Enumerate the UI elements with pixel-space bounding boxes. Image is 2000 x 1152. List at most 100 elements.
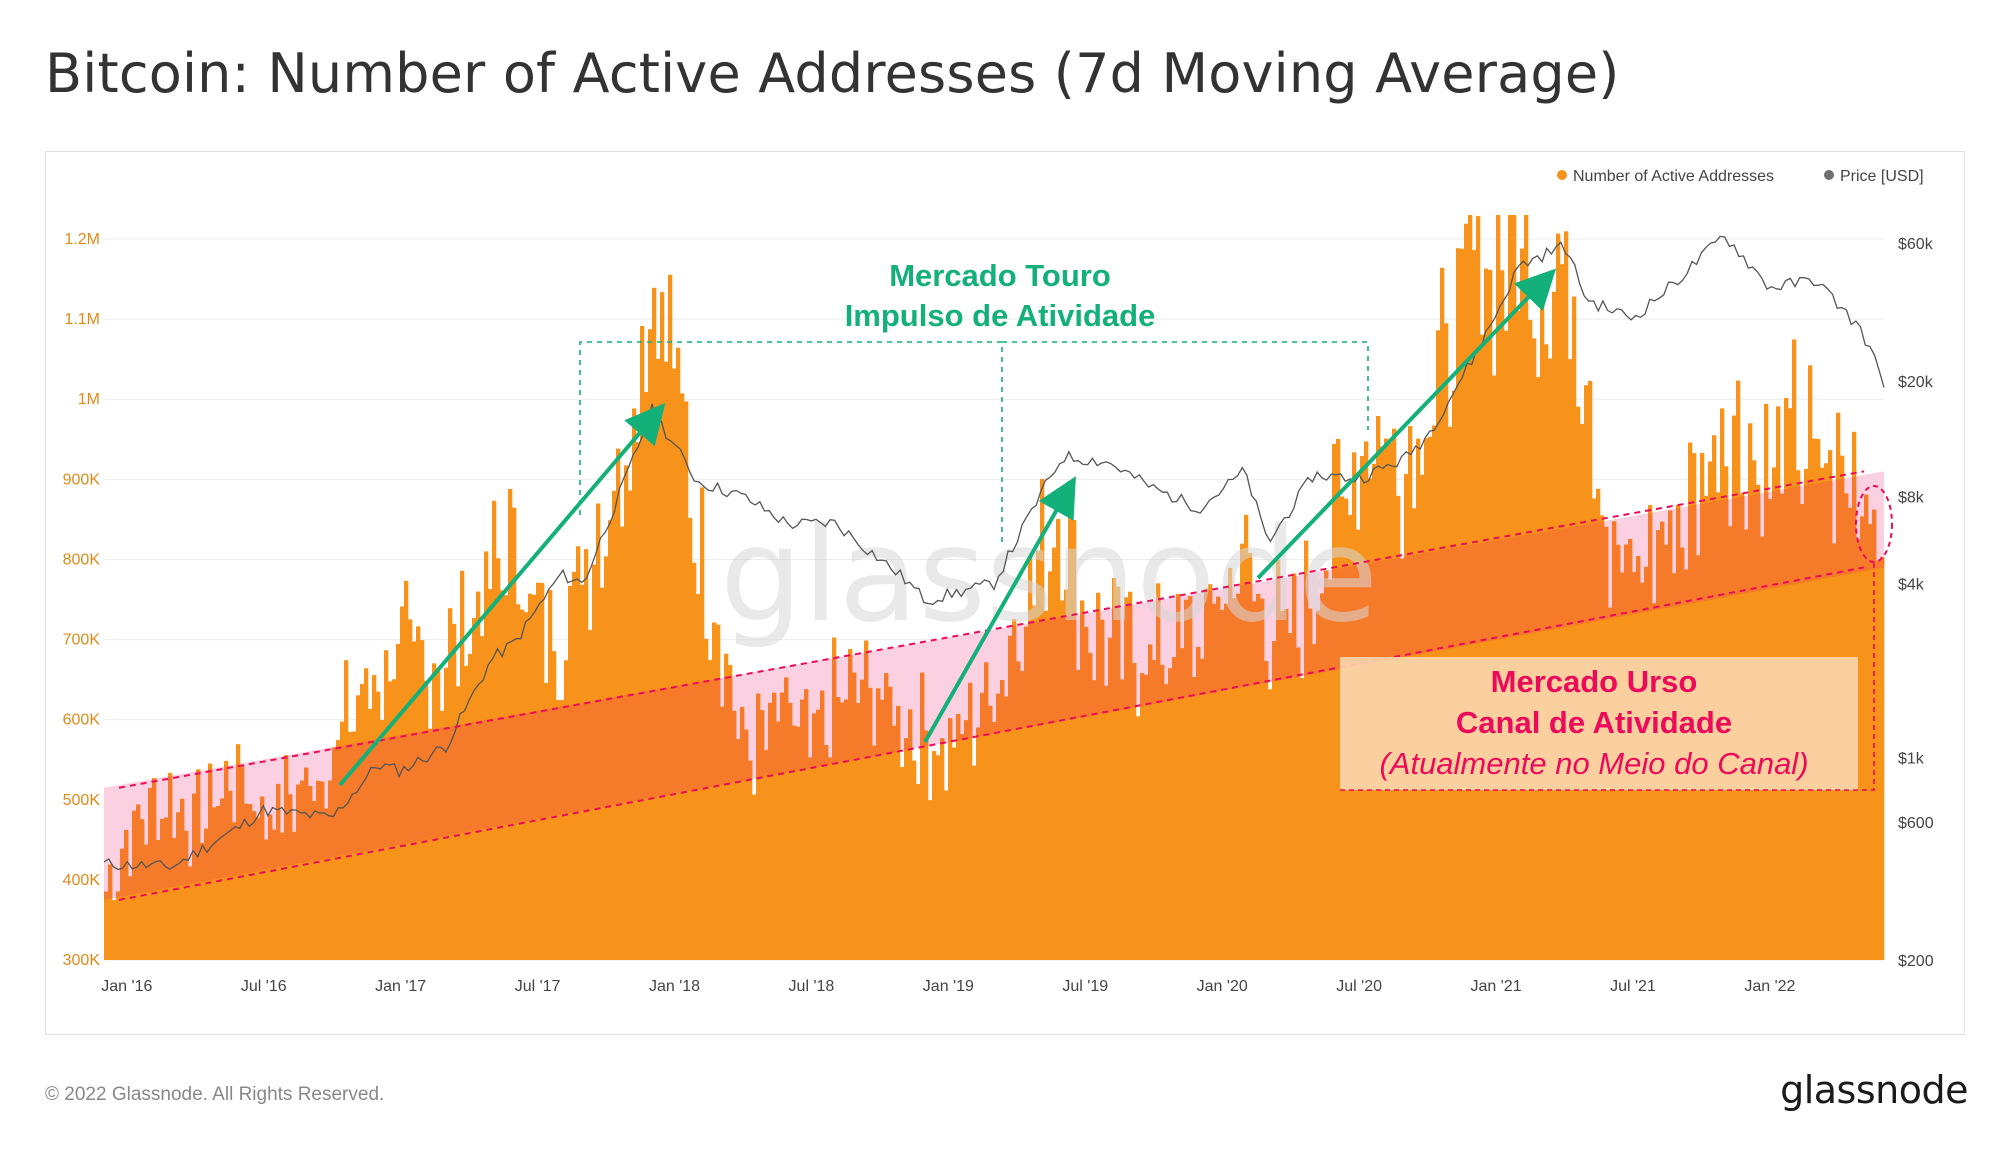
activity-bar-channel-segment (1068, 616, 1073, 720)
activity-bar-channel-segment (1836, 479, 1841, 577)
activity-bar (172, 838, 177, 960)
activity-bar (1320, 593, 1325, 960)
activity-bar (824, 745, 829, 960)
activity-bar-channel-segment (324, 808, 329, 859)
activity-bar-channel-segment (204, 828, 209, 881)
activity-bar-channel-segment (504, 716, 509, 825)
activity-bar-channel-segment (1368, 562, 1373, 664)
bull-title-line-2: Impulso de Atividade (845, 298, 1156, 333)
left-axis-tick-label: 600K (63, 712, 101, 729)
activity-bar-channel-segment (1412, 554, 1417, 656)
activity-bar (1284, 609, 1289, 960)
activity-bar-channel-segment (1244, 584, 1249, 687)
right-axis-tick-label: $200 (1898, 953, 1934, 970)
activity-bar-channel-segment (572, 704, 577, 813)
activity-bar (784, 677, 789, 960)
activity-bar-channel-segment (808, 757, 813, 769)
chart-title: Bitcoin: Number of Active Addresses (7d … (45, 42, 1620, 105)
activity-bar-channel-segment (1604, 526, 1609, 620)
activity-bar (804, 689, 809, 960)
activity-bar (1136, 716, 1141, 960)
activity-bar-channel-segment (1420, 553, 1425, 654)
activity-bar-channel-segment (136, 804, 141, 894)
left-axis-tick-label: 1M (78, 391, 100, 408)
activity-bar-channel-segment (236, 763, 241, 875)
activity-bar (300, 780, 305, 960)
activity-bar (1504, 330, 1509, 960)
activity-bar-channel-segment (532, 711, 537, 820)
activity-bar (1308, 608, 1313, 960)
activity-bar-channel-segment (444, 726, 449, 837)
activity-bar (1144, 674, 1149, 960)
activity-bar (1224, 603, 1229, 960)
left-axis: 300K 400K 500K 600K 700K 800K 900K 1M 1.1M 1.2M (63, 231, 101, 969)
activity-bar (1232, 598, 1237, 960)
activity-bar-channel-segment (896, 705, 901, 752)
activity-bar-channel-segment (1544, 531, 1549, 631)
activity-bar-channel-segment (1772, 490, 1777, 589)
activity-bar-channel-segment (216, 806, 221, 879)
activity-bar (876, 688, 881, 960)
activity-bar (996, 693, 1001, 960)
activity-bar-channel-segment (1608, 607, 1613, 619)
x-axis-tick-label: Jul '19 (1062, 978, 1108, 995)
activity-bar-channel-segment (1400, 558, 1405, 658)
activity-bar-channel-segment (1272, 641, 1277, 682)
activity-bar-channel-segment (1172, 657, 1177, 701)
activity-bar-channel-segment (1396, 557, 1401, 659)
activity-bar (1252, 601, 1257, 960)
activity-bar-channel-segment (340, 745, 345, 856)
activity-bar (1056, 518, 1061, 960)
activity-bar-channel-segment (1828, 480, 1833, 578)
activity-bar (288, 794, 293, 960)
activity-bar-channel-segment (288, 794, 293, 866)
activity-bar-channel-segment (1132, 663, 1137, 708)
activity-bar-channel-segment (844, 699, 849, 762)
activity-bar (1276, 560, 1281, 960)
left-axis-tick-label: 900K (63, 471, 101, 488)
activity-bar-channel-segment (720, 706, 725, 785)
activity-bar-channel-segment (964, 720, 969, 739)
activity-bar-channel-segment (536, 710, 541, 819)
activity-bar-channel-segment (772, 692, 777, 775)
activity-bar-channel-segment (372, 739, 377, 850)
activity-bar-channel-segment (1252, 601, 1257, 686)
activity-bar-channel-segment (272, 829, 277, 869)
bull-box-2019 (1002, 341, 1369, 430)
activity-bar (1032, 605, 1037, 960)
activity-bar-channel-segment (1020, 670, 1025, 729)
activity-bar-channel-segment (1732, 498, 1737, 596)
activity-bar (1220, 609, 1225, 960)
activity-bar (1200, 658, 1205, 960)
activity-bar (252, 811, 257, 960)
left-axis-tick-label: 400K (63, 872, 101, 889)
activity-bar-channel-segment (580, 702, 585, 811)
activity-bar-channel-segment (1240, 585, 1245, 688)
activity-bar-channel-segment (228, 790, 233, 877)
activity-bar-channel-segment (1064, 616, 1069, 721)
activity-bar (1164, 684, 1169, 960)
activity-bar-channel-segment (184, 830, 189, 885)
activity-bar-channel-segment (696, 682, 701, 789)
activity-bar-channel-segment (420, 731, 425, 841)
activity-bar (928, 800, 933, 960)
activity-bar-channel-segment (1556, 529, 1561, 629)
activity-bar-channel-segment (1708, 502, 1713, 600)
activity-bar-channel-segment (368, 740, 373, 851)
activity-bar (668, 274, 673, 960)
activity-bar-channel-segment (1128, 605, 1133, 709)
activity-bar (868, 687, 873, 960)
activity-bar-channel-segment (836, 697, 841, 763)
activity-bar-channel-segment (1052, 618, 1057, 723)
activity-bar (160, 819, 165, 960)
activity-bar-channel-segment (1808, 484, 1813, 582)
activity-bar-channel-segment (1488, 541, 1493, 642)
activity-bar-channel-segment (1640, 582, 1645, 613)
activity-bar-channel-segment (1572, 526, 1577, 626)
activity-bar (1304, 540, 1309, 960)
activity-bar (1156, 583, 1161, 960)
activity-bar-channel-segment (744, 729, 749, 781)
activity-bar-channel-segment (356, 742, 361, 853)
activity-bar-channel-segment (1048, 619, 1053, 724)
activity-bar (964, 720, 969, 960)
